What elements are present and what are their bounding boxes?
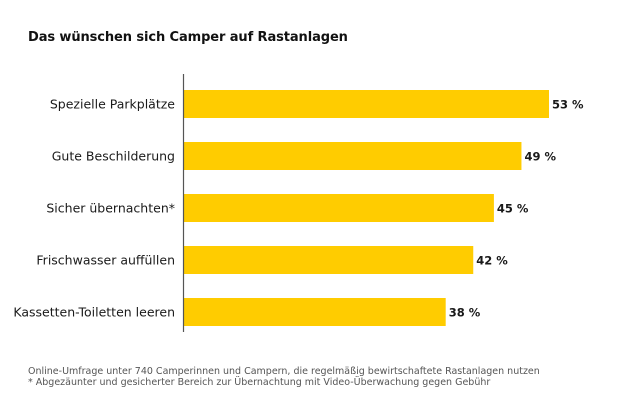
value-label: 38 %	[449, 306, 481, 320]
value-label: 42 %	[476, 254, 508, 268]
bar	[184, 194, 494, 222]
bar	[184, 246, 474, 274]
category-label: Spezielle Parkplätze	[50, 97, 175, 112]
bar	[184, 298, 446, 326]
value-label: 53 %	[552, 98, 584, 112]
value-label: 49 %	[524, 150, 556, 164]
asterisk-footnote: * Abgezäunter und gesicherter Bereich zu…	[28, 377, 491, 388]
bar	[184, 142, 522, 170]
category-label: Gute Beschilderung	[52, 149, 175, 164]
bar	[184, 90, 549, 118]
category-label: Frischwasser auffüllen	[36, 253, 175, 268]
chart-title: Das wünschen sich Camper auf Rastanlagen	[28, 30, 348, 45]
value-label: 45 %	[497, 202, 529, 216]
survey-footnote: Online-Umfrage unter 740 Camperinnen und…	[28, 366, 540, 377]
category-label: Kassetten-Toiletten leeren	[13, 305, 175, 320]
category-label: Sicher übernachten*	[46, 201, 175, 216]
